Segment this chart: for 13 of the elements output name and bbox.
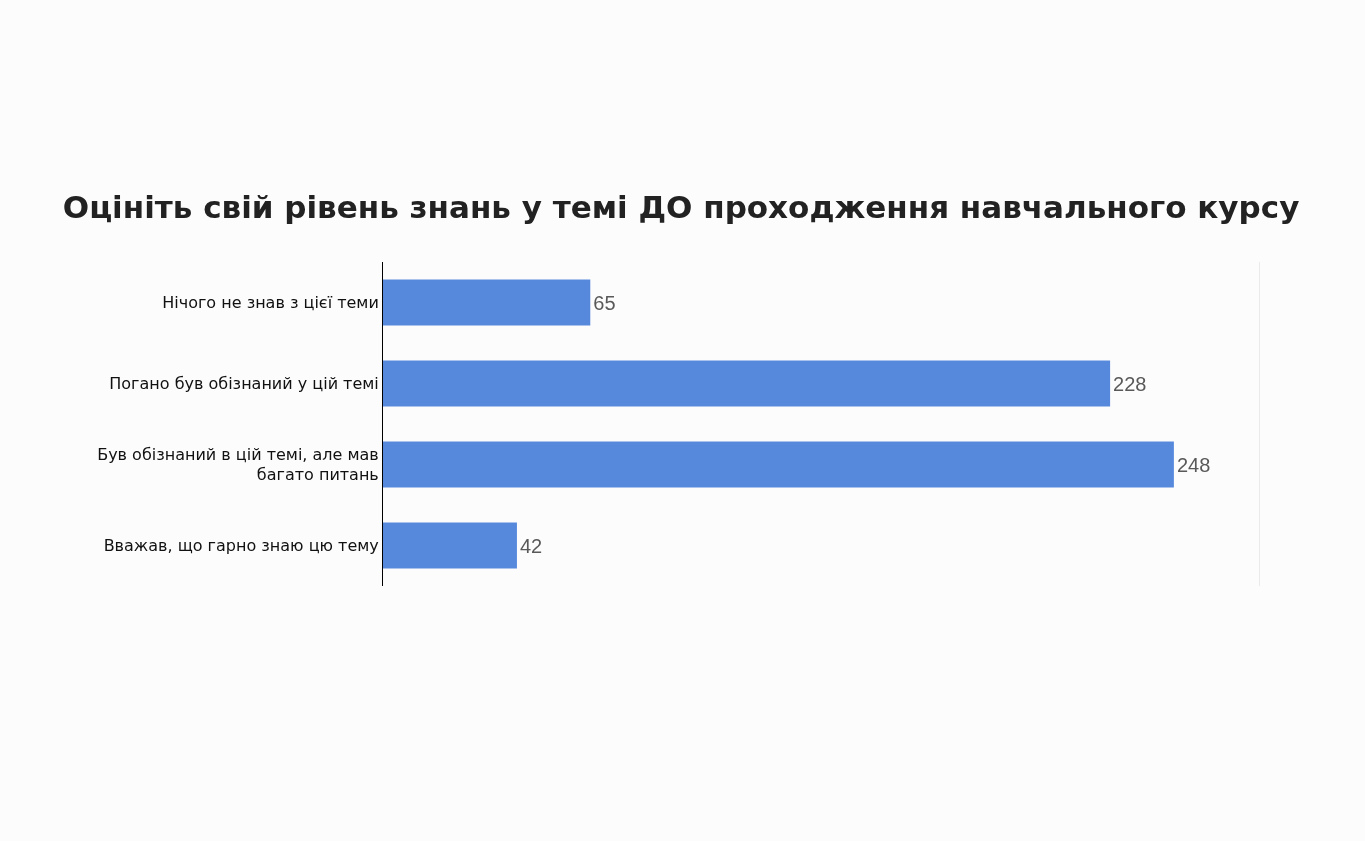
data-label: 65	[593, 291, 616, 314]
y-tick-label: Погано був обізнаний у цій темі	[109, 374, 379, 394]
data-label: 42	[519, 534, 543, 557]
y-tick-label: Був обізнаний в цій темі, але мав багато питань	[97, 444, 379, 485]
data-label: 248	[1176, 453, 1211, 476]
y-tick-label: Вважав, що гарно знаю цю тему	[103, 536, 379, 556]
bar	[383, 360, 1111, 407]
bar	[383, 279, 591, 326]
bar	[383, 522, 517, 569]
y-tick-label: Нічого не знав з цієї теми	[162, 293, 379, 313]
data-label: 228	[1113, 372, 1147, 395]
chart-title: Оцініть свій рівень знань у темі ДО проходження навчального курсу	[62, 188, 1300, 225]
bar	[383, 441, 1174, 488]
